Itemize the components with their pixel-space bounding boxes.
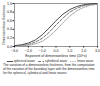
svg-text:−2.0: −2.0 <box>25 49 32 53</box>
svg-text:2.0: 2.0 <box>81 49 86 53</box>
svg-text:0.6: 0.6 <box>7 19 12 23</box>
svg-text:−3.0: −3.0 <box>11 49 18 53</box>
svg-text:0.8: 0.8 <box>7 10 12 14</box>
svg-text:3.0: 3.0 <box>95 49 100 53</box>
html-text:linear wave: linear wave <box>77 59 94 63</box>
svg-text:0.0: 0.0 <box>7 44 12 49</box>
html-text:cylindrical wave: cylindrical wave <box>44 59 68 63</box>
html-text:spherical wave: spherical wave <box>13 59 35 63</box>
svg-text:1.0: 1.0 <box>67 49 72 53</box>
svg-text:−1.0: −1.0 <box>39 49 46 53</box>
svg-text:0.4: 0.4 <box>7 27 12 31</box>
svg-text:Exponent of dimensionless time: Exponent of dimensionless time (10^x) <box>25 54 87 58</box>
html-text:The variation of a dimensionle: The variation of a dimensionless thickne… <box>3 63 95 75</box>
svg-text:0.0: 0.0 <box>54 49 59 53</box>
svg-text:1.0: 1.0 <box>7 2 12 6</box>
svg-text:0.2: 0.2 <box>7 36 12 40</box>
svg-text:Dimensionless thickness: Dimensionless thickness <box>2 5 6 45</box>
